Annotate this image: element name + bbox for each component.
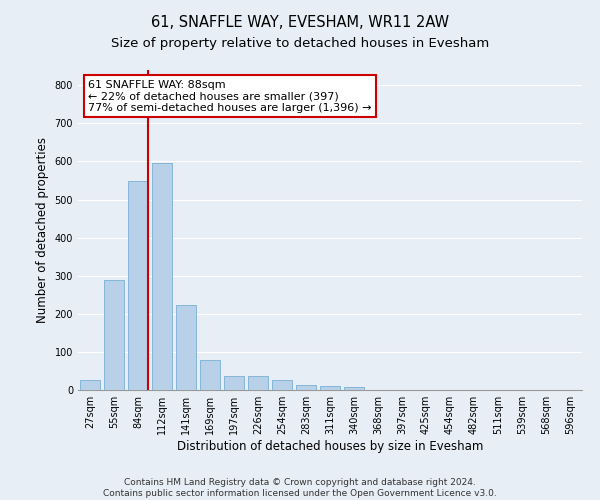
Bar <box>176 306 196 390</box>
Bar <box>152 162 172 390</box>
Y-axis label: Number of detached properties: Number of detached properties <box>36 137 49 323</box>
Bar <box>320 386 340 390</box>
Text: 61 SNAFFLE WAY: 88sqm
← 22% of detached houses are smaller (397)
77% of semi-det: 61 SNAFFLE WAY: 88sqm ← 22% of detached … <box>88 80 371 113</box>
Bar <box>200 360 220 390</box>
Bar <box>248 376 268 390</box>
Bar <box>296 384 316 390</box>
Bar <box>128 181 148 390</box>
Bar <box>80 380 100 390</box>
Text: 61, SNAFFLE WAY, EVESHAM, WR11 2AW: 61, SNAFFLE WAY, EVESHAM, WR11 2AW <box>151 15 449 30</box>
Text: Size of property relative to detached houses in Evesham: Size of property relative to detached ho… <box>111 38 489 51</box>
Bar <box>272 380 292 390</box>
Bar <box>104 280 124 390</box>
Bar <box>224 376 244 390</box>
X-axis label: Distribution of detached houses by size in Evesham: Distribution of detached houses by size … <box>177 440 483 453</box>
Bar <box>344 387 364 390</box>
Text: Contains HM Land Registry data © Crown copyright and database right 2024.
Contai: Contains HM Land Registry data © Crown c… <box>103 478 497 498</box>
